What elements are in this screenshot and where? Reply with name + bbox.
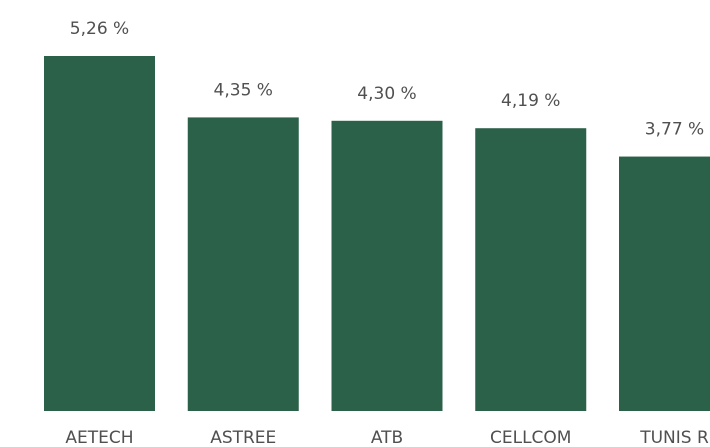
value-label: 3,77 % (645, 120, 704, 140)
x-tick-label: AETECH (65, 428, 133, 447)
x-tick-label: ATB (371, 428, 403, 447)
x-tick-label: CELLCOM (490, 428, 571, 447)
value-label: 5,26 % (70, 19, 129, 39)
value-label: 4,35 % (214, 80, 273, 100)
bar (331, 120, 443, 411)
x-tick-label: TUNIS R (639, 428, 709, 447)
bar (44, 56, 155, 411)
value-label: 4,30 % (357, 84, 416, 104)
value-label: 4,19 % (501, 91, 560, 111)
bar (619, 156, 710, 411)
bar (187, 117, 299, 411)
bar (475, 128, 587, 411)
x-tick-label: ASTREE (210, 428, 276, 447)
